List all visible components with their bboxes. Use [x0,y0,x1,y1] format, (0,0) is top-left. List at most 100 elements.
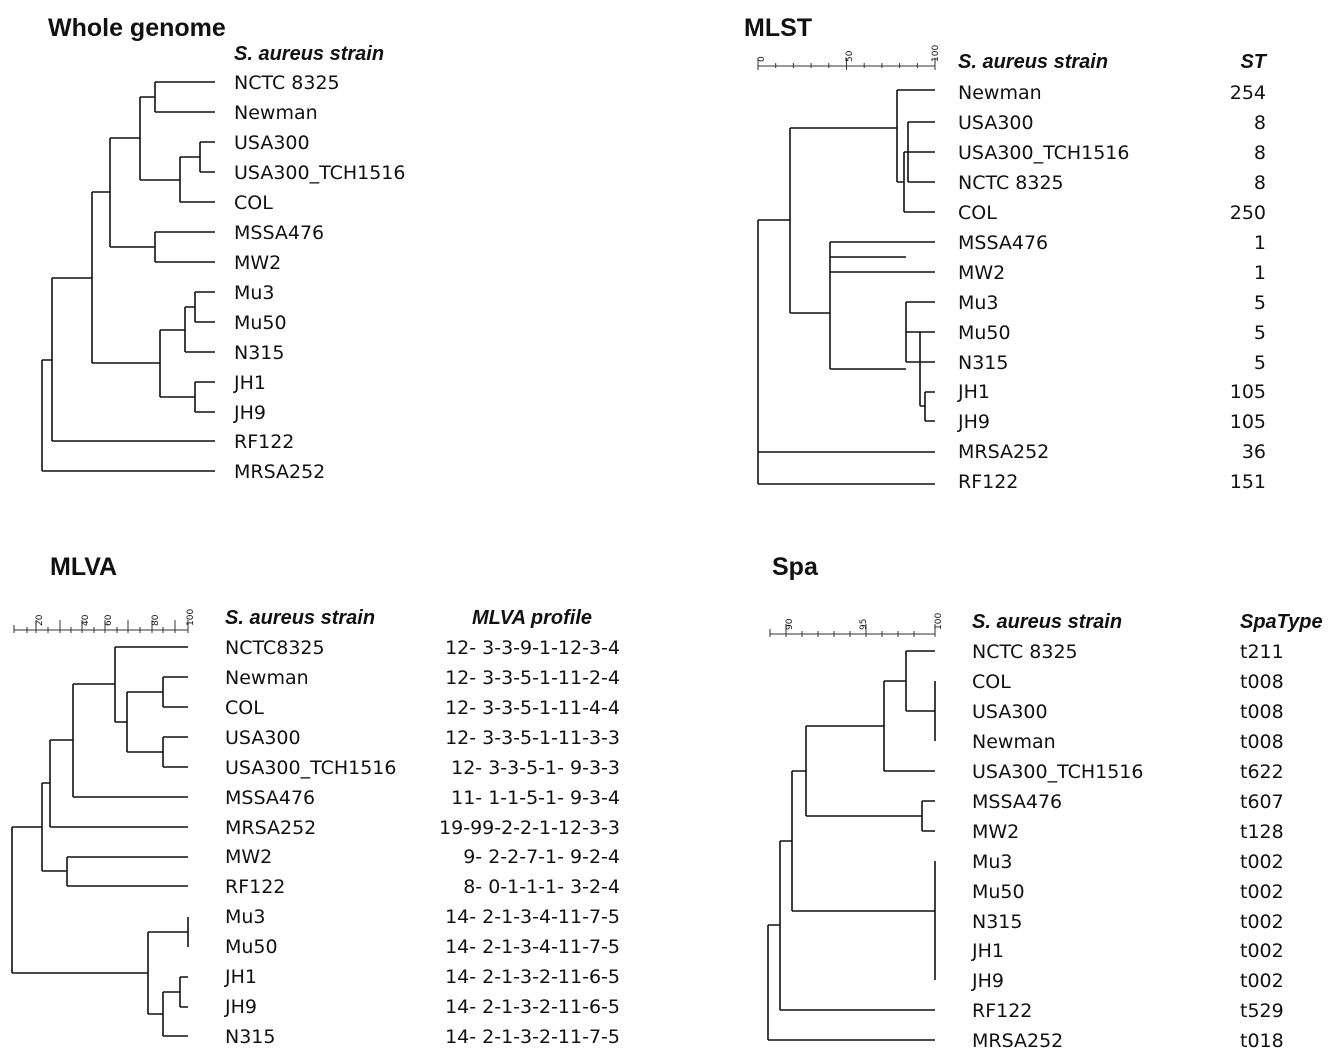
strain-label: N315 [234,342,284,364]
mlva-profile: 12- 3-3-5-1-11-4-4 [445,697,620,719]
scale-tick-label: 50 [845,50,855,62]
strain-label: Mu3 [225,906,266,928]
spa-type-value: t002 [1240,911,1284,933]
st-value: 105 [1230,381,1266,403]
strain-header: S. aureus strain [972,611,1122,633]
strain-label: Mu50 [958,322,1011,344]
scale-axis [13,620,189,633]
similarity-scale: 0 50 100 [757,45,941,70]
strain-list: NCTC 8325 COL USA300 Newman USA300_TCH15… [971,641,1143,1049]
mlva-profile: 12- 3-3-9-1-12-3-4 [445,637,620,659]
strain-label: RF122 [972,1000,1032,1022]
panel-title: MLVA [50,553,117,581]
scale-axis [757,58,936,70]
st-value: 36 [1242,441,1266,463]
strain-label: COL [958,202,997,224]
dendrogram [11,646,189,1037]
spa-type-value: t002 [1240,940,1284,962]
strain-label: USA300_TCH1516 [972,761,1143,783]
st-value: 5 [1254,292,1266,314]
mlva-profile: 9- 2-2-7-1- 9-2-4 [463,846,620,868]
strain-header: S. aureus strain [234,43,384,65]
scale-tick-label: 20 [35,614,45,626]
mlva-profile: 14- 2-1-3-4-11-7-5 [445,936,620,958]
scale-tick-label: 100 [934,613,944,630]
strain-label: Mu50 [972,881,1025,903]
scale-tick-label: 95 [859,619,869,630]
strain-list: NCTC8325 Newman COL USA300 USA300_TCH151… [224,637,396,1048]
value-header: MLVA profile [472,607,592,629]
strain-label: USA300 [234,132,310,154]
strain-label: MSSA476 [225,787,315,809]
strain-label: Newman [958,82,1042,104]
strain-label: COL [972,671,1011,693]
dendrogram [767,650,936,1041]
similarity-scale: 20 40 60 80 100 [13,609,196,633]
strain-label: RF122 [958,471,1018,493]
strain-label: MSSA476 [234,222,324,244]
mlva-profile: 14- 2-1-3-2-11-6-5 [445,996,620,1018]
scale-tick-label: 90 [785,618,795,630]
panel-spa: Spa 90 95 100 S. aureus strain SpaType N… [767,553,1323,1049]
strain-label: COL [225,697,264,719]
strain-label: JH1 [233,372,266,394]
strain-label: JH9 [971,970,1004,992]
value-header: SpaType [1240,611,1323,633]
strain-label: COL [234,192,273,214]
spa-type-value: t622 [1240,761,1284,783]
scale-tick-label: 80 [151,614,161,626]
strain-label: RF122 [225,876,285,898]
spa-type-value: t008 [1240,701,1284,723]
panel-title: Spa [772,553,819,581]
scale-tick-label: 60 [104,614,114,626]
strain-label: MW2 [958,262,1005,284]
spa-type-value: t002 [1240,881,1284,903]
strain-label: MSSA476 [972,791,1062,813]
strain-label: USA300 [972,701,1048,723]
st-value: 250 [1230,202,1266,224]
strain-label: JH1 [224,966,257,988]
mlva-profile: 8- 0-1-1-1- 3-2-4 [463,876,620,898]
strain-label: USA300 [225,727,301,749]
mlva-profile: 14- 2-1-3-2-11-7-5 [445,1026,620,1048]
strain-label: Mu3 [234,282,275,304]
strain-label: MW2 [225,846,272,868]
strain-label: NCTC 8325 [234,72,340,94]
scale-tick-label: 0 [757,56,767,62]
spa-type-value: t018 [1240,1030,1284,1049]
panel-mlst: MLST 0 50 100 S. aureus strain ST Newman… [744,14,1268,493]
strain-label: NCTC 8325 [972,641,1078,663]
panel-title: MLST [744,14,812,42]
strain-label: Mu3 [972,851,1013,873]
strain-label: NCTC 8325 [958,172,1064,194]
scale-tick-label: 100 [931,45,941,62]
strain-label: MRSA252 [958,441,1049,463]
strain-label: MRSA252 [972,1030,1063,1049]
strain-label: USA300 [958,112,1034,134]
scale-tick-label: 40 [81,614,91,626]
strain-label: MRSA252 [225,817,316,839]
spa-type-value: t128 [1240,821,1284,843]
mlva-profile: 12- 3-3-5-1-11-3-3 [445,727,620,749]
panel-whole-genome: Whole genome S. aureus strain NCTC 8325 … [41,14,405,483]
mlva-profile-list: 12- 3-3-9-1-12-3-4 12- 3-3-5-1-11-2-4 12… [439,637,620,1048]
strain-label: MW2 [972,821,1019,843]
dendrogram-branches [757,89,935,485]
st-value: 1 [1254,232,1266,254]
st-value-list: 254 8 8 8 250 1 1 5 5 5 105 105 36 151 [1230,82,1266,493]
strain-label: Newman [972,731,1056,753]
spa-type-value: t211 [1240,641,1284,663]
strain-label: JH9 [224,996,257,1018]
dendrogram-branches [41,81,215,472]
value-header: ST [1240,51,1267,73]
strain-label: N315 [225,1026,275,1048]
mlva-profile: 14- 2-1-3-4-11-7-5 [445,906,620,928]
st-value: 8 [1254,142,1266,164]
dendrogram [757,89,935,485]
strain-label: RF122 [234,431,294,453]
strain-label: MRSA252 [234,461,325,483]
dendrogram-branches [767,650,936,1041]
strain-label: Newman [234,102,318,124]
spa-type-value: t002 [1240,970,1284,992]
